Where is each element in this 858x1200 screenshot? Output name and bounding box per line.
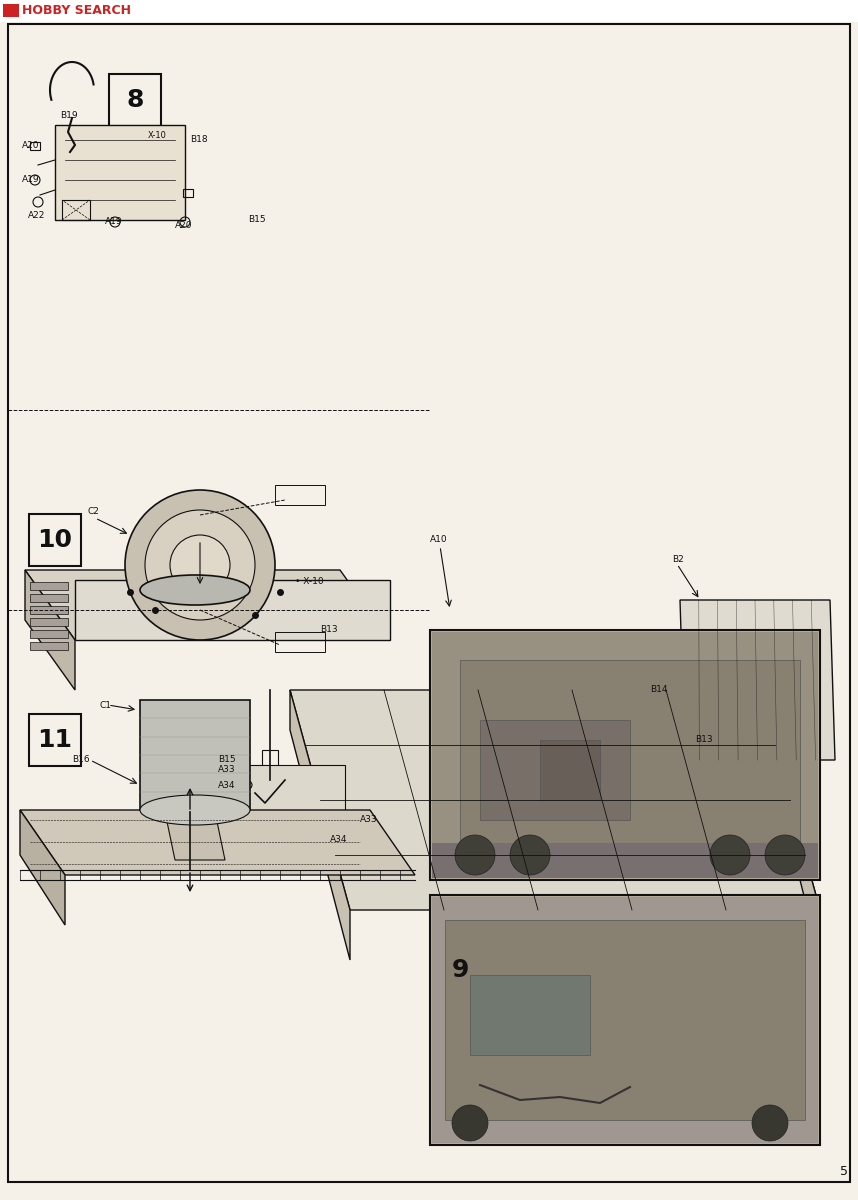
Bar [62, 200, 90, 220]
Polygon shape [20, 810, 65, 925]
Bar [30, 594, 68, 602]
Bar [30, 642, 68, 650]
Bar [430, 630, 820, 880]
Circle shape [718, 692, 742, 716]
Bar [109, 74, 161, 126]
Text: B15: B15 [248, 216, 266, 224]
Bar [30, 606, 68, 614]
Circle shape [145, 510, 255, 620]
Polygon shape [290, 690, 350, 960]
Text: B18: B18 [190, 136, 208, 144]
Circle shape [765, 835, 805, 875]
Circle shape [672, 682, 728, 738]
Bar [235, 766, 345, 820]
Polygon shape [165, 812, 225, 860]
Bar [30, 582, 68, 590]
Bar [3, 4, 19, 17]
Text: B14: B14 [650, 685, 668, 695]
Circle shape [125, 490, 275, 640]
Polygon shape [760, 690, 820, 960]
Text: C2: C2 [88, 508, 100, 516]
Bar [430, 895, 820, 1145]
Circle shape [170, 535, 230, 595]
Circle shape [702, 677, 758, 733]
Circle shape [452, 1105, 488, 1141]
Text: B16: B16 [72, 756, 89, 764]
Text: A34: A34 [218, 780, 235, 790]
Polygon shape [55, 125, 185, 220]
Bar [0, 0, 858, 22]
Bar [30, 630, 68, 638]
Bar [275, 485, 325, 505]
Bar [480, 720, 630, 820]
Bar [432, 898, 818, 1142]
Bar [432, 842, 818, 878]
Bar [445, 920, 805, 1120]
Text: A33: A33 [218, 766, 236, 774]
Circle shape [710, 835, 750, 875]
Circle shape [510, 835, 550, 875]
Bar [140, 700, 250, 810]
Circle shape [762, 667, 818, 722]
Bar [470, 974, 590, 1055]
Text: C1: C1 [100, 701, 112, 709]
Circle shape [455, 835, 495, 875]
Text: 8: 8 [126, 88, 143, 112]
Text: B13: B13 [695, 736, 713, 744]
Text: A34: A34 [330, 835, 347, 845]
Circle shape [748, 688, 772, 712]
Bar [29, 714, 81, 766]
Bar [432, 632, 818, 878]
Text: A20: A20 [22, 140, 39, 150]
Text: 9: 9 [451, 958, 468, 982]
Text: X-10: X-10 [148, 131, 166, 139]
Ellipse shape [140, 575, 250, 605]
Text: A33: A33 [360, 816, 378, 824]
Polygon shape [75, 580, 390, 640]
Circle shape [732, 672, 788, 728]
Text: A19: A19 [105, 217, 123, 227]
Polygon shape [290, 690, 820, 910]
Text: B2: B2 [672, 556, 684, 564]
Text: 10: 10 [38, 528, 72, 552]
Bar [540, 740, 600, 800]
Text: A19: A19 [22, 175, 39, 185]
Bar [29, 514, 81, 566]
Polygon shape [460, 660, 800, 850]
Polygon shape [25, 570, 390, 640]
Circle shape [688, 698, 712, 722]
Text: • X-10: • X-10 [295, 577, 323, 587]
Text: 5: 5 [840, 1165, 848, 1178]
Text: B13: B13 [320, 625, 338, 635]
Polygon shape [25, 570, 75, 690]
Circle shape [752, 1105, 788, 1141]
Bar [30, 142, 40, 150]
Text: 11: 11 [38, 728, 72, 752]
Polygon shape [680, 600, 835, 760]
Text: A10: A10 [430, 535, 448, 545]
Text: B15: B15 [218, 756, 236, 764]
Text: A22: A22 [28, 210, 45, 220]
Bar [262, 750, 278, 785]
Polygon shape [20, 810, 415, 875]
Circle shape [778, 683, 802, 707]
Text: HOBBY SEARCH: HOBBY SEARCH [22, 4, 131, 17]
Bar [30, 618, 68, 626]
Bar [275, 632, 325, 652]
Bar [183, 188, 193, 197]
Text: A20: A20 [175, 221, 192, 229]
Ellipse shape [140, 794, 250, 826]
Text: B19: B19 [60, 110, 77, 120]
Bar [434, 944, 486, 996]
